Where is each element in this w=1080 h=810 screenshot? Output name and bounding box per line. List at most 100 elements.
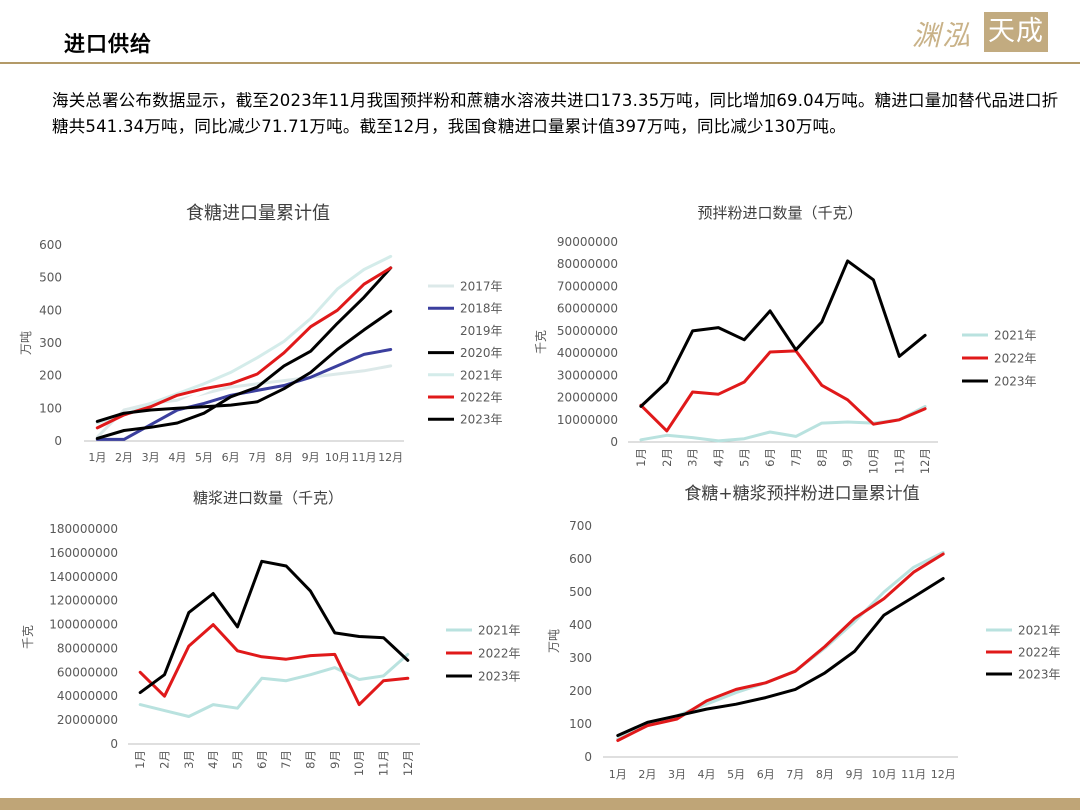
- combined-xtick: 3月: [668, 768, 686, 781]
- sugar-ylabel: 万吨: [19, 331, 33, 355]
- sugar-series-2021-line: [95, 254, 393, 425]
- combined-xtick: 10月: [872, 768, 897, 781]
- sugar-ytick: 0: [54, 434, 62, 448]
- combined-xtick: 8月: [816, 768, 834, 781]
- syrup-legend-label: 2021年: [478, 624, 521, 638]
- sugar-legend-label: 2019年: [460, 324, 503, 338]
- premix-series-2023-line: [639, 259, 927, 408]
- sugar-xtick: 12月: [378, 451, 403, 464]
- sugar-series-2022-line: [95, 266, 393, 430]
- combined-ylabel: 万吨: [547, 629, 561, 653]
- premix-ytick: 0: [610, 435, 618, 449]
- syrup-title: 糖浆进口数量（千克）: [193, 489, 343, 507]
- premix-ytick: 80000000: [557, 257, 618, 271]
- combined-ytick: 0: [584, 750, 592, 764]
- premix-ytick: 60000000: [557, 302, 618, 316]
- premix-xtick: 11月: [892, 448, 906, 474]
- sugar-xtick: 6月: [222, 451, 240, 464]
- premix-legend-label: 2021年: [994, 329, 1037, 343]
- sugar-ytick: 200: [39, 369, 62, 383]
- combined-xtick: 5月: [727, 768, 745, 781]
- premix-ytick: 40000000: [557, 346, 618, 360]
- syrup-xtick: 5月: [231, 750, 245, 769]
- syrup-xtick: 4月: [206, 750, 220, 769]
- syrup-xtick: 6月: [255, 750, 269, 769]
- sugar-ytick: 100: [39, 401, 62, 415]
- syrup-ytick: 20000000: [57, 713, 118, 727]
- sugar-series-2018-line: [95, 348, 393, 441]
- sugar-series-2020-line: [95, 266, 393, 440]
- premix-legend-label: 2022年: [994, 352, 1037, 366]
- sugar-legend-label: 2023年: [460, 413, 503, 427]
- sugar-ytick: 500: [39, 271, 62, 285]
- syrup-series-2021-line: [138, 652, 410, 718]
- combined-xtick: 11月: [901, 768, 926, 781]
- syrup-ytick: 180000000: [49, 522, 118, 536]
- syrup-legend-label: 2022年: [478, 647, 521, 661]
- premix-ytick: 30000000: [557, 368, 618, 382]
- sugar-xtick: 5月: [195, 451, 213, 464]
- sugar-xtick: 11月: [352, 451, 377, 464]
- sugar-xtick: 3月: [142, 451, 160, 464]
- sugar-xtick: 10月: [325, 451, 350, 464]
- header-divider: [0, 62, 1080, 64]
- syrup-xtick: 11月: [377, 750, 391, 776]
- combined-ytick: 200: [569, 684, 592, 698]
- syrup-ytick: 140000000: [49, 570, 118, 584]
- premix-series-2022-line: [639, 349, 927, 433]
- premix-xtick: 7月: [789, 448, 803, 467]
- premix-xtick: 4月: [711, 448, 725, 467]
- sugar-legend-label: 2018年: [460, 302, 503, 316]
- premix-xtick: 9月: [841, 448, 855, 467]
- syrup-ylabel: 千克: [21, 625, 35, 649]
- premix-title: 预拌粉进口数量（千克）: [697, 204, 862, 222]
- combined-xtick: 12月: [931, 768, 956, 781]
- sugar-xtick: 4月: [168, 451, 186, 464]
- combined-series-2023-line: [616, 577, 945, 737]
- combined-series-2021-line: [616, 550, 945, 741]
- premix-xtick: 12月: [918, 448, 932, 474]
- sugar-legend-label: 2022年: [460, 391, 503, 405]
- combined-xtick: 6月: [757, 768, 775, 781]
- combined-legend-label: 2021年: [1018, 624, 1061, 638]
- combined-xtick: 9月: [845, 768, 863, 781]
- syrup-xtick: 10月: [352, 750, 366, 776]
- brand-logo: 渊泓 天成: [912, 12, 1052, 54]
- premix-legend-label: 2023年: [994, 375, 1037, 389]
- combined-xtick: 7月: [786, 768, 804, 781]
- combined-xtick: 2月: [638, 768, 656, 781]
- combined-ytick: 100: [569, 717, 592, 731]
- combined-legend-label: 2022年: [1018, 646, 1061, 660]
- syrup-xtick: 8月: [304, 750, 318, 769]
- syrup-xtick: 1月: [133, 750, 147, 769]
- premix-ytick: 20000000: [557, 391, 618, 405]
- combined-xtick: 1月: [609, 768, 627, 781]
- syrup-ytick: 80000000: [57, 641, 118, 655]
- logo-box-text: 天成: [984, 12, 1048, 52]
- syrup-ytick: 0: [110, 737, 118, 751]
- syrup-legend-label: 2023年: [478, 670, 521, 684]
- combined-ytick: 600: [569, 552, 592, 566]
- premix-ytick: 10000000: [557, 413, 618, 427]
- premix-xtick: 10月: [866, 448, 880, 474]
- premix-xtick: 8月: [815, 448, 829, 467]
- combined-legend-label: 2023年: [1018, 668, 1061, 682]
- sugar-xtick: 7月: [248, 451, 266, 464]
- premix-ytick: 70000000: [557, 279, 618, 293]
- premix-xtick: 5月: [737, 448, 751, 467]
- page-title: 进口供给: [64, 32, 152, 56]
- logo-script-text: 渊泓: [912, 19, 973, 52]
- combined-title: 食糖+糖浆预拌粉进口量累计值: [684, 484, 919, 504]
- sugar-xtick: 1月: [88, 451, 106, 464]
- sugar-xtick: 9月: [302, 451, 320, 464]
- combined-ytick: 400: [569, 618, 592, 632]
- sugar-ytick: 400: [39, 303, 62, 317]
- sugar-title: 食糖进口量累计值: [186, 203, 330, 224]
- premix-ytick: 50000000: [557, 324, 618, 338]
- syrup-series-2023-line: [138, 559, 410, 695]
- combined-ytick: 300: [569, 651, 592, 665]
- premix-xtick: 6月: [763, 448, 777, 467]
- premix-xtick: 3月: [686, 448, 700, 467]
- footer-bar: [0, 798, 1080, 810]
